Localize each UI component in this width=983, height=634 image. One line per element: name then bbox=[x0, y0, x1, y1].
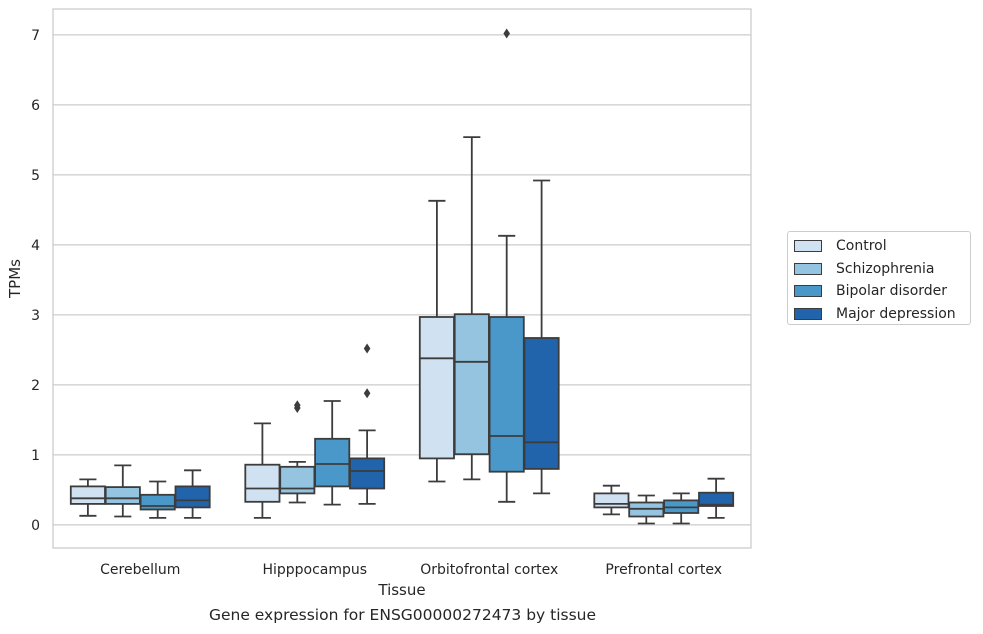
y-tick-label: 3 bbox=[31, 308, 40, 324]
box-iqr bbox=[279, 465, 316, 495]
y-axis-ticks: 0 1 2 3 4 5 6 7 bbox=[31, 28, 40, 534]
x-tick-label: Cerebellum bbox=[100, 562, 180, 578]
box bbox=[663, 492, 700, 525]
box bbox=[314, 400, 351, 506]
box bbox=[139, 480, 176, 519]
box-iqr bbox=[314, 437, 351, 488]
legend-label: Control bbox=[836, 238, 887, 254]
outlier-point bbox=[363, 343, 371, 354]
legend-swatch bbox=[794, 262, 822, 275]
box-iqr bbox=[593, 492, 630, 509]
legend-swatch bbox=[794, 285, 822, 297]
y-axis-label: TPMs bbox=[6, 259, 24, 299]
y-tick-label: 2 bbox=[31, 378, 40, 394]
box bbox=[523, 179, 560, 495]
box bbox=[244, 422, 281, 519]
x-axis-ticks: Cerebellum Hipppocampus Orbitofrontal cort… bbox=[100, 562, 722, 578]
box bbox=[628, 494, 665, 525]
plot-area-frame bbox=[52, 8, 752, 549]
box bbox=[418, 199, 455, 483]
box bbox=[174, 469, 211, 519]
box bbox=[349, 343, 386, 505]
box-iqr bbox=[139, 493, 176, 511]
chart-caption: Gene expression for ENSG00000272473 by t… bbox=[208, 606, 597, 624]
legend-swatch bbox=[794, 240, 822, 252]
legend-item: Major depression bbox=[794, 305, 956, 323]
legend-label: Schizophrenia bbox=[836, 260, 935, 277]
legend: Control Schizophrenia Bipolar disorder Majo… bbox=[787, 231, 971, 325]
legend-item: Schizophrenia bbox=[794, 260, 934, 278]
y-tick-label: 7 bbox=[31, 28, 40, 44]
x-tick-label: Orbitofrontal cortex bbox=[420, 562, 558, 578]
x-tick-label: Hipppocampus bbox=[262, 562, 367, 578]
legend-item: Bipolar disorder bbox=[794, 282, 947, 300]
box-iqr bbox=[488, 316, 525, 473]
x-axis-label: Tissue bbox=[377, 581, 425, 599]
box-series bbox=[69, 28, 735, 525]
legend-label: Major depression bbox=[836, 305, 956, 322]
box bbox=[488, 28, 525, 503]
x-tick-label: Prefrontal cortex bbox=[605, 562, 722, 578]
box bbox=[593, 484, 630, 516]
legend-swatch bbox=[794, 307, 822, 320]
legend-item: Control bbox=[794, 237, 887, 255]
gridlines bbox=[53, 34, 751, 526]
box-iqr bbox=[349, 457, 386, 490]
box-iqr bbox=[69, 485, 106, 505]
box-iqr bbox=[104, 486, 141, 505]
outlier-point bbox=[363, 388, 371, 399]
box-iqr bbox=[523, 337, 560, 470]
y-tick-label: 4 bbox=[31, 238, 40, 254]
box bbox=[453, 136, 490, 481]
outlier-point bbox=[503, 28, 510, 39]
box-iqr bbox=[174, 485, 211, 509]
y-tick-label: 0 bbox=[31, 518, 40, 534]
box-iqr bbox=[244, 463, 281, 503]
box-iqr bbox=[418, 316, 455, 460]
box bbox=[279, 400, 316, 504]
y-tick-label: 1 bbox=[31, 448, 40, 464]
box bbox=[698, 477, 735, 519]
box bbox=[104, 464, 141, 518]
box bbox=[69, 478, 106, 517]
y-tick-label: 5 bbox=[31, 168, 40, 184]
outlier-point bbox=[294, 400, 301, 411]
box-iqr bbox=[453, 313, 490, 456]
y-tick-label: 6 bbox=[31, 98, 40, 114]
box-iqr bbox=[698, 491, 735, 507]
legend-label: Bipolar disorder bbox=[836, 283, 948, 299]
